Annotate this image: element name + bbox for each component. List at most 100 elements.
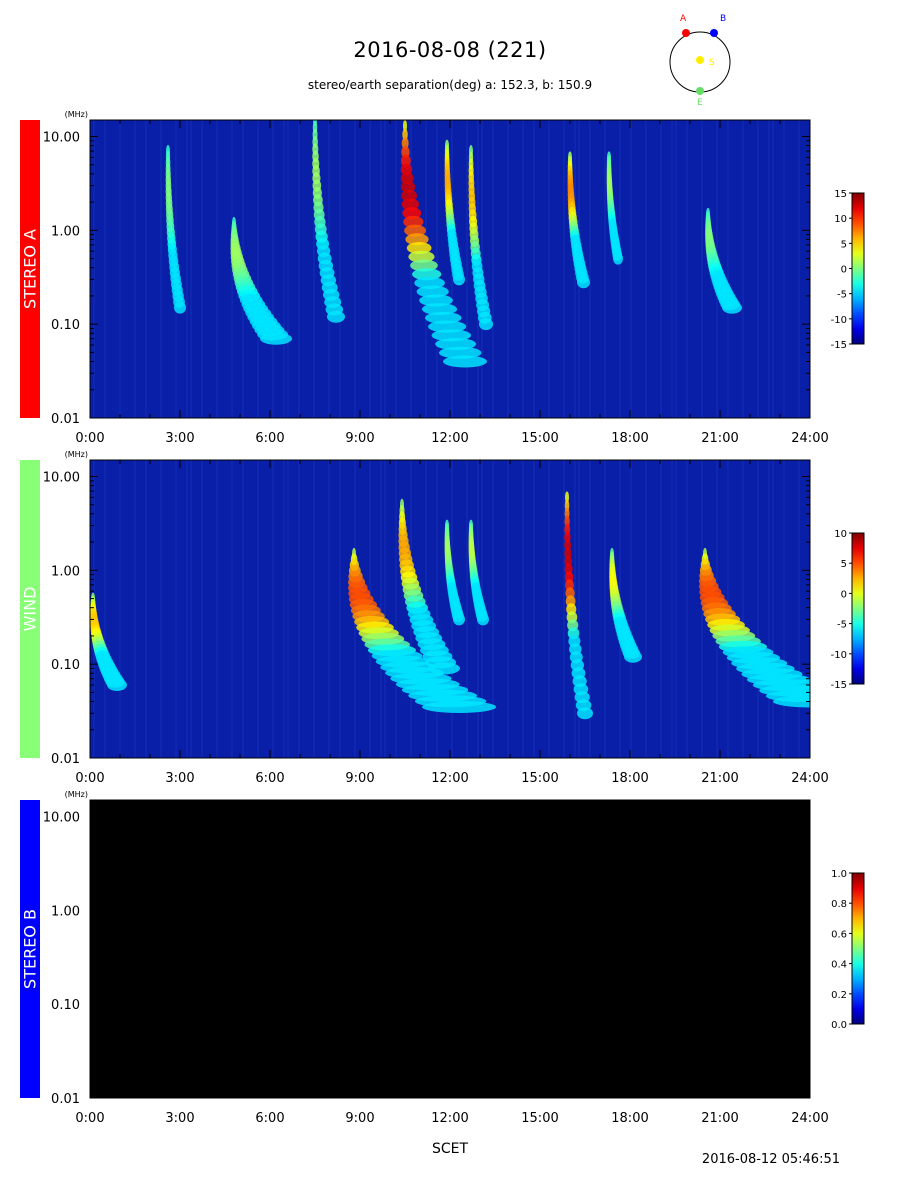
stereo-b-y-tick-label: 1.00 xyxy=(51,904,80,919)
stereo-b-unit-label: (MHz) xyxy=(65,790,88,799)
stereo-b-colorbar-tick-label: 0.2 xyxy=(831,990,847,1001)
sun-label: S xyxy=(709,58,715,68)
stereo-a-label-bar xyxy=(20,120,40,418)
stereo-a-burst-segment xyxy=(405,233,429,246)
wind-burst-segment xyxy=(773,695,810,708)
wind-x-tick-label: 21:00 xyxy=(701,771,738,786)
wind-y-tick-label: 0.01 xyxy=(51,752,80,767)
wind-x-tick-label: 12:00 xyxy=(431,771,468,786)
stereo-a-instrument-label: STEREO A xyxy=(21,229,40,309)
stereo-a-burst-segment xyxy=(613,252,623,265)
stereo-a-colorbar xyxy=(851,192,865,345)
stereo-a-burst-segment xyxy=(401,137,409,150)
stereo-a-x-tick-label: 24:00 xyxy=(791,431,828,446)
wind-label-bar xyxy=(20,460,40,758)
wind-burst-segment xyxy=(453,613,465,626)
stereo-a-burst-segment xyxy=(453,273,465,286)
stereo-a-panel: STEREO A (MHz) 10.00 1.00 0.10 0.01 0:00 3:00 6:… xyxy=(20,110,865,446)
stereo-b-x-tick-label: 24:00 xyxy=(791,1111,828,1126)
earth-marker xyxy=(696,87,704,95)
wind-instrument-label: WIND xyxy=(21,587,40,632)
x-axis-label: SCET xyxy=(431,1141,469,1157)
wind-x-tick-label: 18:00 xyxy=(611,771,648,786)
stereo-a-y-tick-label: 0.01 xyxy=(51,412,80,427)
wind-colorbar-tick-label: -5 xyxy=(837,620,847,631)
stereo-a-burst-segment xyxy=(404,224,426,237)
wind-x-tick-label: 9:00 xyxy=(345,771,374,786)
stereo-a-x-tick-label: 21:00 xyxy=(701,431,738,446)
stereo-b-colorbar xyxy=(851,872,865,1025)
stereo-b-x-tick-label: 18:00 xyxy=(611,1111,648,1126)
stereo-b-colorbar-tick-label: 0.6 xyxy=(831,929,847,940)
stereo-b-x-tick-label: 15:00 xyxy=(521,1111,558,1126)
stereo-a-burst-segment xyxy=(403,215,424,228)
stereo-b-x-tick-label: 6:00 xyxy=(255,1111,284,1126)
wind-panel: WIND (MHz) 10.00 1.00 0.10 0.01 0:00 3:00 6:00 9:… xyxy=(20,450,865,786)
stereo-a-x-tick-label: 6:00 xyxy=(255,431,284,446)
stereo-b-y-tick-label: 0.01 xyxy=(51,1092,80,1107)
stereo-a-colorbar-tick-label: -5 xyxy=(837,290,847,301)
stereo-a-y-tick-label: 0.10 xyxy=(51,318,80,333)
stereo-a-burst-segment xyxy=(402,128,408,141)
stereo-a-colorbar-tick-label: 15 xyxy=(834,189,847,200)
wind-colorbar-tick-label: -15 xyxy=(831,680,847,691)
wind-y-tick-label: 10.00 xyxy=(43,471,80,486)
wind-colorbar-tick-label: -10 xyxy=(831,650,847,661)
stereo-a-burst-segment xyxy=(401,198,420,211)
wind-colorbar-tick-label: 0 xyxy=(841,589,847,600)
stereo-b-y-tick-label: 10.00 xyxy=(43,811,80,826)
stereo-a-y-tick-label: 10.00 xyxy=(43,131,80,146)
stereo-a-data-layer xyxy=(90,120,800,418)
stereo-b-x-tick-label: 9:00 xyxy=(345,1111,374,1126)
stereo-a-burst-segment xyxy=(174,301,186,314)
stereo-a-marker xyxy=(682,29,690,37)
wind-x-tick-label: 3:00 xyxy=(165,771,194,786)
stereo-b-colorbar-tick-label: 0.8 xyxy=(831,899,847,910)
wind-x-tick-label: 6:00 xyxy=(255,771,284,786)
stereo-b-instrument-label: STEREO B xyxy=(21,909,40,989)
stereo-a-x-tick-label: 15:00 xyxy=(521,431,558,446)
stereo-b-marker xyxy=(710,29,718,37)
stereo-b-x-tick-label: 12:00 xyxy=(431,1111,468,1126)
wind-colorbar-tick-label: 10 xyxy=(834,529,847,540)
wind-burst-segment xyxy=(422,700,496,713)
stereo-a-burst-segment xyxy=(577,276,590,289)
stereo-b-label: B xyxy=(720,14,726,24)
stereo-a-x-tick-label: 0:00 xyxy=(75,431,104,446)
stereo-a-burst-segment xyxy=(402,207,422,220)
stereo-a-burst-segment xyxy=(401,146,410,159)
stereo-b-x-tick-label: 3:00 xyxy=(165,1111,194,1126)
wind-burst-segment xyxy=(428,662,460,675)
stereo-a-colorbar-tick-label: -15 xyxy=(831,340,847,351)
stereo-a-x-tick-label: 3:00 xyxy=(165,431,194,446)
stereo-a-colorbar-tick-label: -10 xyxy=(831,315,847,326)
stereo-a-burst-segment xyxy=(400,154,411,167)
wind-burst-segment xyxy=(624,650,642,663)
wind-x-tick-label: 15:00 xyxy=(521,771,558,786)
wind-data-layer xyxy=(90,460,810,758)
wind-unit-label: (MHz) xyxy=(65,450,88,459)
stereo-b-panel: STEREO B (MHz) 10.00 1.00 0.10 0.01 0:00 3:00 6:… xyxy=(20,790,865,1126)
stereo-a-colorbar-tick-label: 0 xyxy=(841,265,847,276)
wind-y-tick-label: 0.10 xyxy=(51,658,80,673)
stereo-b-x-tick-label: 21:00 xyxy=(701,1111,738,1126)
stereo-b-colorbar-tick-label: 1.0 xyxy=(831,869,847,880)
stereo-a-burst-segment xyxy=(479,318,493,331)
stereo-a-burst-segment xyxy=(722,301,742,314)
stereo-b-colorbar-tick-label: 0.0 xyxy=(831,1020,847,1031)
wind-burst-segment xyxy=(477,613,489,626)
wind-burst-segment xyxy=(577,707,593,720)
stereo-b-x-tick-label: 0:00 xyxy=(75,1111,104,1126)
stereo-b-colorbar-tick-label: 0.4 xyxy=(831,960,847,971)
wind-y-tick-label: 1.00 xyxy=(51,564,80,579)
earth-label: E xyxy=(697,98,703,108)
stereo-a-burst-segment xyxy=(400,172,414,185)
wind-burst-segment xyxy=(107,678,127,691)
stereo-a-burst-segment xyxy=(401,189,418,202)
stereo-a-burst-segment xyxy=(400,180,416,193)
wind-colorbar-tick-label: 5 xyxy=(841,559,847,570)
wind-x-tick-label: 24:00 xyxy=(791,771,828,786)
